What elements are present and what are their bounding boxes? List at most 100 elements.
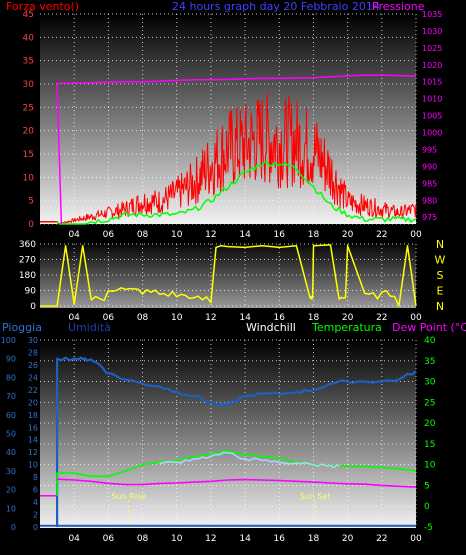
wind-tick-label: 45 <box>23 10 34 20</box>
compass-label: E <box>437 285 444 298</box>
rain-tick-label: 80 <box>6 373 16 382</box>
hour-tick-label: 04 <box>68 230 80 240</box>
humidity-tick-label: 10 <box>28 461 38 470</box>
compass-label: W <box>435 254 446 267</box>
compass-label: N <box>436 238 444 251</box>
pressure-axis-label: Pressione <box>372 0 425 13</box>
hour-tick-label: 10 <box>171 534 183 544</box>
direction-tick-label: 270 <box>19 256 36 266</box>
direction-tick-label: 360 <box>19 240 36 250</box>
sun-annotation: Sun Rise <box>112 492 147 501</box>
hour-tick-label: 14 <box>239 230 251 240</box>
hour-tick-label: 16 <box>274 230 286 240</box>
hour-tick-label: 16 <box>274 534 286 544</box>
hour-tick-label: 20 <box>342 313 354 323</box>
humidity-tick-label: 0 <box>33 523 38 532</box>
temperature-line <box>56 450 417 496</box>
chart-title: 24 hours graph day 20 Febbraio 2014 <box>172 0 380 13</box>
temperature-tick-label: -5 <box>424 523 433 533</box>
wind-axis-label: Forza vento() <box>6 0 79 13</box>
pressure-tick-label: 985 <box>422 179 437 188</box>
humidity-tick-label: 26 <box>28 361 38 370</box>
humidity-tick-label: 12 <box>28 448 38 457</box>
legend-windchill: Windchill <box>246 321 296 334</box>
rain-tick-label: 40 <box>6 448 16 457</box>
hour-tick-label: 18 <box>308 230 320 240</box>
hour-tick-label: 10 <box>171 230 183 240</box>
hour-tick-label: 20 <box>342 534 354 544</box>
wind-tick-label: 35 <box>23 57 34 67</box>
legend-temperature: Temperatura <box>311 321 382 334</box>
hour-tick-label: 22 <box>376 313 387 323</box>
hour-tick-label: 22 <box>376 534 387 544</box>
hour-tick-label: 06 <box>103 313 115 323</box>
direction-tick-label: 180 <box>19 271 36 281</box>
temperature-tick-label: 0 <box>424 502 430 512</box>
sun-annotation: Sun Set <box>300 492 331 501</box>
temperature-tick-label: 15 <box>424 440 435 450</box>
hour-tick-label: 04 <box>68 534 80 544</box>
direction-tick-label: 0 <box>30 302 36 312</box>
wind-tick-label: 30 <box>23 80 35 90</box>
hour-tick-label: 08 <box>137 534 149 544</box>
rain-tick-label: 50 <box>6 430 16 439</box>
hour-tick-label: 12 <box>205 230 216 240</box>
pressure-tick-label: 1020 <box>422 61 442 70</box>
hour-tick-label: 14 <box>239 313 251 323</box>
rain-tick-label: 10 <box>6 504 16 513</box>
pressure-tick-label: 1010 <box>422 95 442 104</box>
humidity-tick-label: 24 <box>28 373 38 382</box>
wind-pressure-chart: Forza vento() 24 hours graph day 20 Febb… <box>6 0 442 240</box>
wind-tick-label: 20 <box>23 127 35 137</box>
humidity-tick-label: 6 <box>33 486 38 495</box>
wind-tick-label: 10 <box>23 173 35 183</box>
rain-tick-label: 30 <box>6 467 16 476</box>
humidity-tick-label: 14 <box>28 436 38 445</box>
pressure-tick-label: 1005 <box>422 112 442 121</box>
pressure-tick-label: 1025 <box>422 44 442 53</box>
pressure-tick-label: 1030 <box>422 27 442 36</box>
compass-label: S <box>437 269 444 282</box>
temperature-tick-label: 30 <box>424 378 436 388</box>
wind-average-line <box>56 160 417 225</box>
hour-tick-label: 12 <box>205 313 216 323</box>
legend-rain: Pioggia <box>2 321 42 334</box>
pressure-tick-label: 1035 <box>422 10 442 19</box>
humidity-tick-label: 30 <box>28 336 38 345</box>
pressure-tick-label: 995 <box>422 145 437 154</box>
wind-tick-label: 0 <box>28 220 34 230</box>
wind-tick-label: 25 <box>23 103 34 113</box>
direction-tick-label: 90 <box>25 287 37 297</box>
hour-tick-label: 18 <box>308 313 320 323</box>
hour-tick-label: 22 <box>376 230 387 240</box>
wind-gust-line <box>56 93 417 225</box>
wind-tick-label: 15 <box>23 150 34 160</box>
pressure-tick-label: 1015 <box>422 78 442 87</box>
hour-tick-label: 06 <box>103 534 115 544</box>
humidity-tick-label: 28 <box>28 348 38 357</box>
dewpoint-line <box>57 478 417 488</box>
hour-tick-label: 18 <box>308 534 320 544</box>
rain-tick-label: 70 <box>6 392 16 401</box>
humidity-tick-label: 16 <box>28 423 38 432</box>
temperature-tick-label: 10 <box>424 461 436 471</box>
humidity-tick-label: 4 <box>33 498 38 507</box>
hour-tick-label: 00 <box>410 313 422 323</box>
hour-tick-label: 08 <box>137 230 149 240</box>
wind-direction-line <box>40 244 417 307</box>
compass-label: N <box>436 300 444 313</box>
humidity-tick-label: 8 <box>33 473 38 482</box>
hour-tick-label: 10 <box>171 313 183 323</box>
hour-tick-label: 00 <box>410 230 422 240</box>
rain-tick-label: 100 <box>1 336 16 345</box>
hour-tick-label: 04 <box>68 313 80 323</box>
hour-tick-label: 20 <box>342 230 354 240</box>
rain-tick-label: 0 <box>11 523 16 532</box>
humidity-tick-label: 20 <box>28 398 38 407</box>
legend-dewpoint: Dew Point (°C) <box>392 321 466 334</box>
temperature-tick-label: 35 <box>424 357 435 367</box>
humidity-tick-label: 18 <box>28 411 38 420</box>
pressure-tick-label: 990 <box>422 162 437 171</box>
